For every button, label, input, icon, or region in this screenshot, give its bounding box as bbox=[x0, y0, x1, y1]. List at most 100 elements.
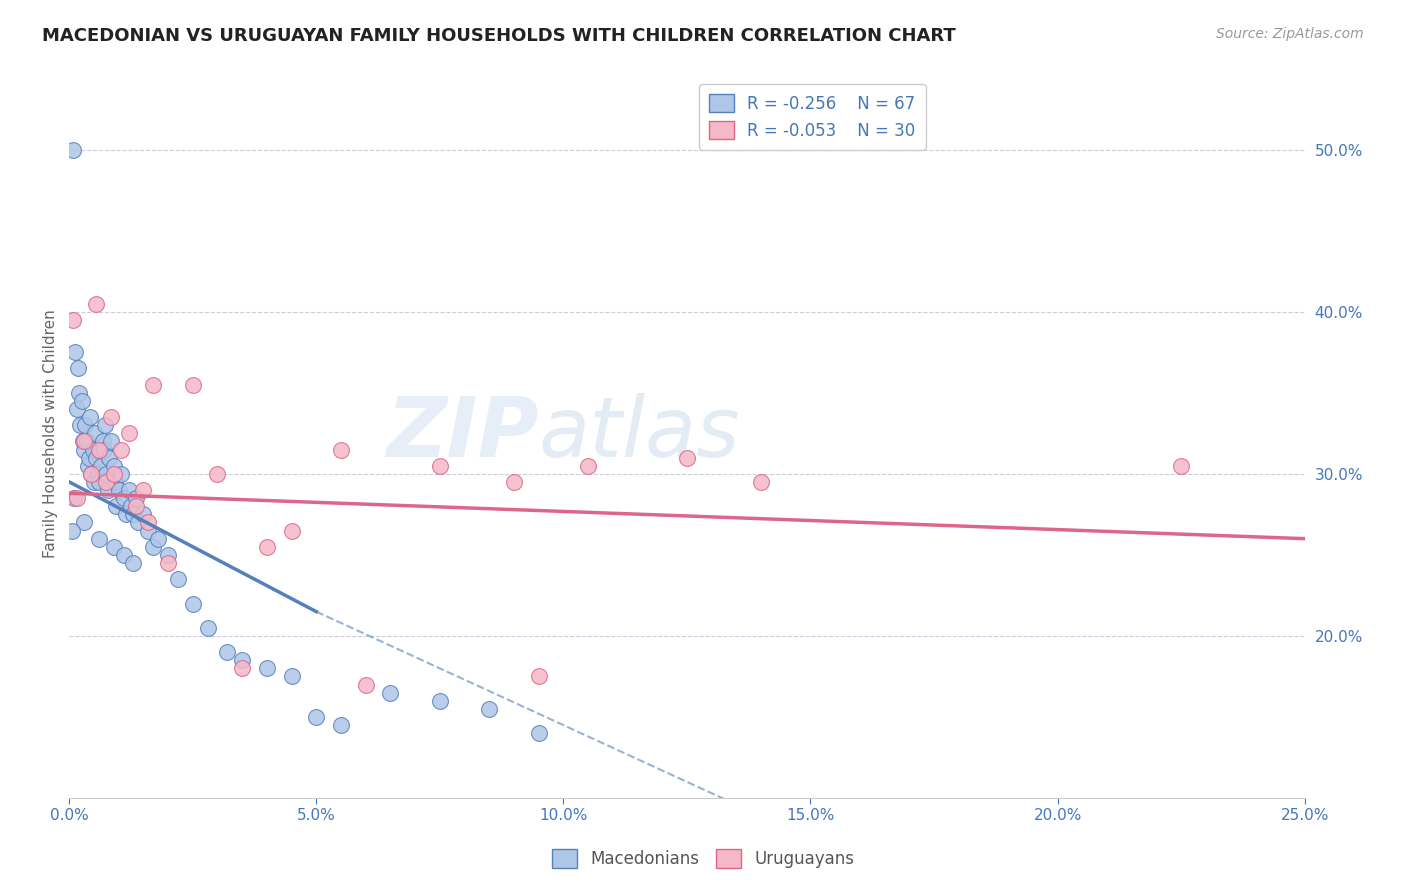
Point bbox=[181, 377, 204, 392]
Point bbox=[70, 393, 93, 408]
Point bbox=[110, 467, 132, 481]
Point bbox=[87, 467, 110, 481]
Point bbox=[62, 313, 84, 327]
Point bbox=[96, 467, 118, 481]
Point bbox=[197, 621, 219, 635]
Point bbox=[73, 442, 96, 457]
Point bbox=[1170, 458, 1192, 473]
Point bbox=[115, 508, 138, 522]
Point bbox=[72, 434, 94, 449]
Point bbox=[429, 458, 451, 473]
Point bbox=[110, 442, 132, 457]
Point bbox=[676, 450, 699, 465]
Point bbox=[231, 653, 253, 667]
Point bbox=[354, 677, 377, 691]
Point bbox=[207, 467, 229, 481]
Point bbox=[67, 361, 90, 376]
Point bbox=[112, 548, 135, 562]
Point bbox=[90, 458, 112, 473]
Point bbox=[181, 597, 204, 611]
Point bbox=[749, 475, 772, 489]
Point bbox=[305, 710, 328, 724]
Text: ZIP: ZIP bbox=[387, 392, 538, 474]
Point bbox=[96, 475, 118, 489]
Point bbox=[132, 483, 155, 497]
Point bbox=[77, 458, 100, 473]
Point bbox=[104, 475, 127, 489]
Point bbox=[87, 442, 110, 457]
Point bbox=[80, 467, 103, 481]
Point bbox=[112, 491, 135, 505]
Point bbox=[136, 516, 159, 530]
Point bbox=[86, 450, 108, 465]
Point bbox=[576, 458, 599, 473]
Point bbox=[80, 467, 103, 481]
Point bbox=[73, 516, 96, 530]
Point bbox=[107, 483, 129, 497]
Text: Source: ZipAtlas.com: Source: ZipAtlas.com bbox=[1216, 27, 1364, 41]
Point bbox=[73, 418, 96, 433]
Point bbox=[97, 483, 120, 497]
Point bbox=[103, 458, 125, 473]
Point bbox=[94, 418, 117, 433]
Point bbox=[105, 500, 128, 514]
Point bbox=[77, 450, 100, 465]
Point bbox=[100, 434, 122, 449]
Point bbox=[66, 491, 89, 505]
Point bbox=[103, 467, 125, 481]
Point bbox=[125, 500, 148, 514]
Point bbox=[122, 556, 145, 570]
Point bbox=[231, 661, 253, 675]
Point bbox=[157, 548, 180, 562]
Point bbox=[63, 345, 86, 359]
Point bbox=[330, 442, 353, 457]
Point bbox=[380, 686, 402, 700]
Point bbox=[256, 661, 278, 675]
Point bbox=[73, 434, 96, 449]
Point bbox=[103, 540, 125, 554]
Point bbox=[217, 645, 239, 659]
Point bbox=[76, 434, 98, 449]
Point bbox=[142, 540, 165, 554]
Point bbox=[527, 669, 550, 683]
Point bbox=[97, 450, 120, 465]
Point bbox=[93, 442, 115, 457]
Point bbox=[87, 532, 110, 546]
Point bbox=[89, 442, 111, 457]
Point bbox=[280, 669, 302, 683]
Legend: R = -0.256    N = 67, R = -0.053    N = 30: R = -0.256 N = 67, R = -0.053 N = 30 bbox=[699, 84, 925, 150]
Point bbox=[132, 508, 155, 522]
Point bbox=[167, 572, 190, 586]
Point bbox=[117, 483, 139, 497]
Point bbox=[478, 702, 501, 716]
Point bbox=[66, 401, 89, 416]
Text: MACEDONIAN VS URUGUAYAN FAMILY HOUSEHOLDS WITH CHILDREN CORRELATION CHART: MACEDONIAN VS URUGUAYAN FAMILY HOUSEHOLD… bbox=[42, 27, 956, 45]
Point bbox=[100, 410, 122, 425]
Point bbox=[83, 475, 105, 489]
Point bbox=[63, 491, 86, 505]
Point bbox=[136, 524, 159, 538]
Point bbox=[256, 540, 278, 554]
Point bbox=[120, 500, 142, 514]
Y-axis label: Family Households with Children: Family Households with Children bbox=[44, 309, 58, 558]
Point bbox=[127, 516, 149, 530]
Text: atlas: atlas bbox=[538, 392, 741, 474]
Point bbox=[86, 296, 108, 310]
Point bbox=[82, 442, 104, 457]
Point bbox=[330, 718, 353, 732]
Point bbox=[148, 532, 170, 546]
Point bbox=[157, 556, 180, 570]
Point bbox=[60, 524, 83, 538]
Point bbox=[84, 426, 107, 441]
Legend: Macedonians, Uruguayans: Macedonians, Uruguayans bbox=[546, 843, 860, 875]
Point bbox=[91, 434, 114, 449]
Point bbox=[125, 491, 148, 505]
Point bbox=[117, 426, 139, 441]
Point bbox=[503, 475, 526, 489]
Point bbox=[79, 410, 101, 425]
Point bbox=[87, 475, 110, 489]
Point bbox=[280, 524, 302, 538]
Point bbox=[429, 694, 451, 708]
Point bbox=[62, 143, 84, 157]
Point bbox=[142, 377, 165, 392]
